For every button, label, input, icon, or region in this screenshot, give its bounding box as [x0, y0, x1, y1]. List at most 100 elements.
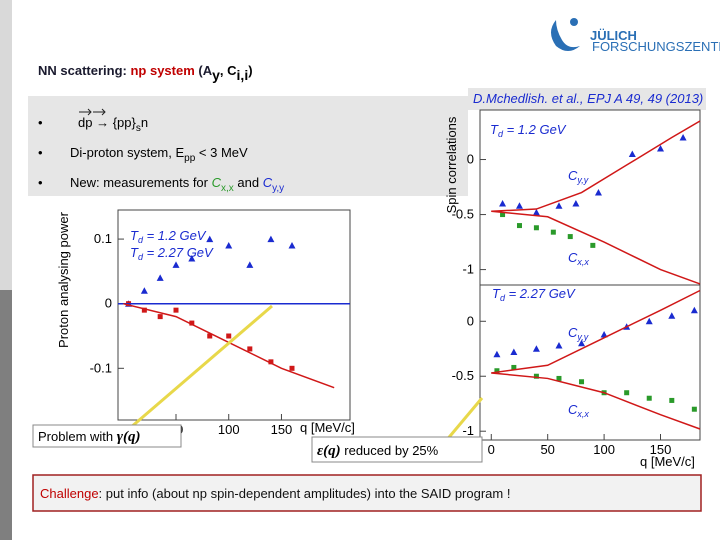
bullet-dot: • [38, 175, 43, 190]
data-point [578, 339, 586, 347]
label-part: = 2.27 GeV [505, 286, 576, 301]
label-part: T [130, 228, 139, 243]
x-axis-label: q [MeV/c] [300, 420, 355, 435]
epsilon-box [311, 436, 483, 463]
data-point [550, 229, 556, 235]
bullet-part: n [141, 115, 148, 130]
y-tick-label: 0.1 [94, 231, 112, 246]
data-point [628, 150, 636, 158]
data-point [499, 200, 507, 207]
bullet-dot: • [38, 145, 43, 160]
data-point [493, 350, 501, 358]
data-point [532, 208, 540, 216]
epsilon-text: reduced by 25% [341, 443, 439, 458]
y-tick-label: 0 [105, 296, 112, 311]
problem-text: Problem with [38, 429, 117, 444]
data-point [141, 307, 147, 313]
data-point [157, 314, 163, 320]
plot-label: Td = 1.2 GeV [130, 228, 207, 245]
problem: Problem with γ(q) [38, 429, 140, 445]
data-point [590, 242, 596, 248]
data-point [289, 365, 295, 371]
x-tick-label: 150 [650, 442, 672, 457]
logo-sub: FORSCHUNGSZENTRUM [592, 39, 720, 54]
data-point [600, 330, 608, 338]
data-point [668, 312, 676, 319]
data-point [594, 189, 602, 196]
title-part: np system [130, 63, 194, 78]
bullet-sub: y,y [272, 183, 284, 194]
bullet-sub: x,x [221, 183, 234, 194]
plot-frame [117, 209, 351, 421]
data-point [691, 406, 697, 412]
reference-box [468, 88, 706, 110]
plot-frame [479, 109, 701, 286]
data-point [189, 320, 195, 326]
data-point [268, 359, 274, 365]
data-point [511, 364, 517, 370]
data-point [173, 307, 179, 313]
problem-symbol: γ(q) [117, 429, 141, 445]
bullets: • dp → {pp}sn • Di-proton system, Epp < … [38, 108, 284, 194]
label-sub: d [500, 293, 506, 303]
bullet: dp → {pp}sn [78, 115, 148, 134]
data-point [288, 242, 296, 249]
label-part: C [568, 325, 578, 340]
x-tick-label: 50 [540, 442, 554, 457]
label-part: C [568, 402, 578, 417]
y-tick-label: -1 [462, 423, 474, 438]
bullet: New: measurements for Cx,x and Cy,y [70, 175, 284, 194]
title-part: ) [248, 63, 252, 78]
challenge-word: Challenge [40, 486, 99, 501]
plot-label: Cx,x [568, 402, 589, 419]
data-point [140, 287, 148, 294]
plot-label: Cy,y [568, 168, 589, 185]
y-axis-label: Proton analysing power [56, 211, 71, 348]
label-part: = 2.27 GeV [143, 245, 214, 260]
data-point [533, 225, 539, 231]
label-part: = 1.2 GeV [503, 122, 567, 137]
data-point [679, 134, 687, 141]
bullet-part: C [212, 175, 222, 190]
plot-label: Td = 2.27 GeV [492, 286, 576, 303]
label-sub: x,x [576, 257, 589, 267]
bullet-part: New: measurements for [70, 175, 212, 190]
label-part: C [568, 250, 578, 265]
bullet-sub: pp [184, 153, 196, 164]
data-point [516, 223, 522, 229]
data-point [247, 346, 253, 352]
vector-arrows [79, 108, 106, 116]
curve [491, 372, 701, 430]
data-point [533, 373, 539, 379]
label-part: T [130, 245, 139, 260]
data-point [226, 333, 232, 339]
data-point [690, 306, 698, 314]
data-point [156, 274, 164, 281]
reference: D.Mchedlish. et al., EPJ A 49, 49 (2013) [473, 91, 703, 106]
x-tick-label: 100 [218, 422, 240, 437]
data-point [225, 242, 233, 249]
curve [491, 120, 701, 213]
y-axis-label: Spin correlations [444, 116, 459, 213]
bullet-box [28, 96, 468, 196]
title-part: (A [195, 63, 213, 78]
problem-box [32, 424, 182, 448]
x-axis-label: q [MeV/c] [640, 454, 695, 469]
y-tick-label: 0 [467, 313, 474, 328]
label-sub: d [138, 252, 144, 262]
data-point [555, 202, 563, 209]
epsilon-symbol: ε(q) [317, 443, 341, 459]
data-point [645, 317, 653, 325]
data-point [669, 397, 675, 403]
bullet-part: → {pp} [92, 115, 136, 130]
data-point [207, 333, 213, 339]
curve [491, 210, 701, 285]
plot: 0.10-0.150100150Proton analysing powerq … [56, 209, 355, 437]
title: NN scattering: np system (Ay, Ci,i) [38, 63, 253, 83]
plot-label: Td = 2.27 GeV [130, 245, 214, 262]
label-sub: y,y [576, 175, 588, 185]
challenge: Challenge: put info (about np spin-depen… [40, 486, 510, 501]
data-point [510, 348, 518, 356]
